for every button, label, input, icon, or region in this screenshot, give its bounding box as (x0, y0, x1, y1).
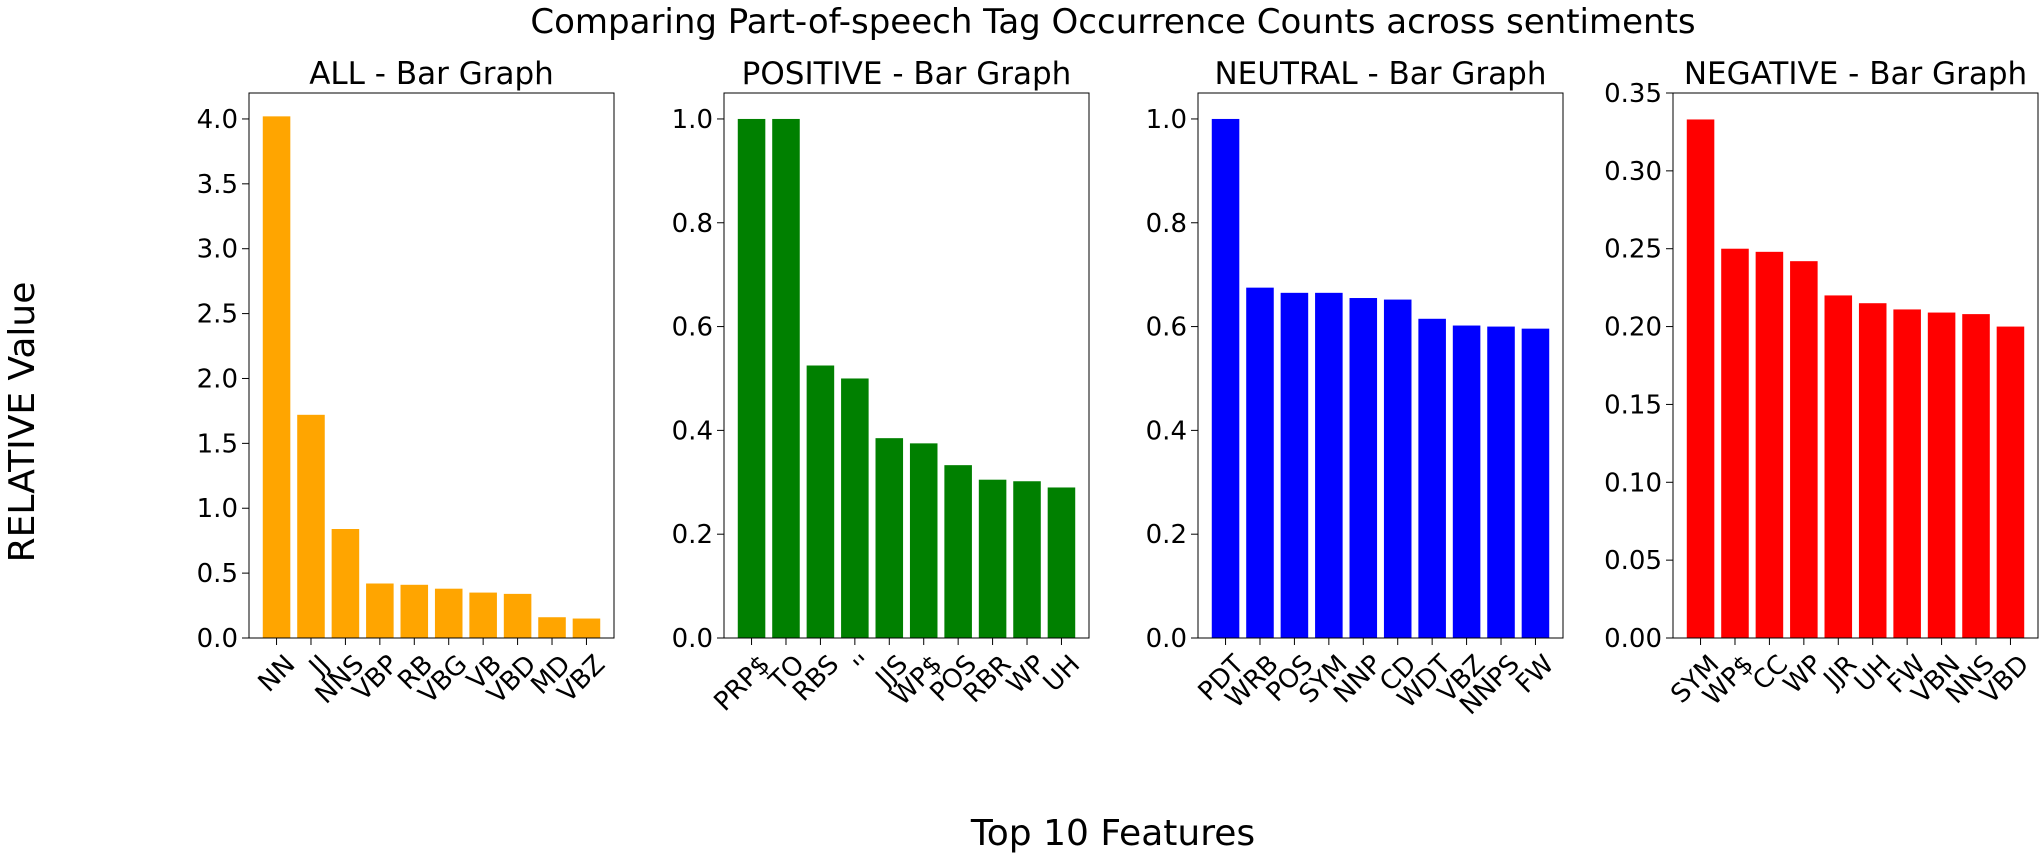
y-tick-label: 0.30 (1604, 157, 1662, 187)
bar-FW (1893, 309, 1921, 638)
y-axis-label: RELATIVE Value (2, 282, 43, 563)
bar-POS (1280, 292, 1309, 638)
y-tick-label: 2.0 (197, 364, 238, 394)
subplot-title: ALL - Bar Graph (309, 56, 554, 92)
bar-VBN (1927, 312, 1956, 638)
y-tick-label: 0.4 (1146, 416, 1187, 446)
y-tick-label: 1.0 (197, 494, 238, 524)
bar-TO (772, 118, 800, 638)
y-tick-label: 1.0 (672, 105, 713, 135)
y-tick-label: 0.20 (1604, 313, 1662, 343)
bar-VBD (503, 593, 532, 638)
bar-WP$ (1721, 248, 1749, 638)
y-tick-label: 0.8 (672, 209, 713, 239)
bar-WRB (1246, 287, 1274, 638)
y-tick-label: 0.0 (197, 624, 238, 654)
bar-NN (262, 116, 291, 639)
bar-MD (538, 617, 566, 638)
y-tick-label: 0.6 (672, 313, 713, 343)
bar-WP (1790, 261, 1818, 638)
bar-WP (1013, 481, 1041, 638)
y-tick-label: 3.0 (197, 235, 238, 265)
y-tick-label: 0.05 (1604, 546, 1662, 576)
bar-VB (469, 592, 497, 638)
bar-NNPS (1487, 326, 1515, 638)
y-tick-label: 2.5 (197, 300, 238, 330)
subplot-title: NEGATIVE - Bar Graph (1684, 56, 2027, 92)
y-tick-label: 0.5 (197, 559, 238, 589)
y-tick-label: 1.5 (197, 429, 238, 459)
y-tick-label: 0.35 (1604, 79, 1662, 109)
bar-NNS (1962, 314, 1990, 638)
bar-NNS (331, 529, 360, 638)
bar-'' (841, 378, 869, 638)
y-tick-label: 0.0 (672, 624, 713, 654)
bar-WP$ (909, 443, 938, 638)
bar-RBS (806, 365, 835, 638)
bar-VBD (1996, 326, 2025, 638)
x-tick-label: PRP$ (708, 650, 776, 718)
x-tick-label: NN (253, 650, 302, 699)
bar-FW (1521, 328, 1550, 638)
bar-JJ (297, 414, 325, 638)
figure-title: Comparing Part-of-speech Tag Occurrence … (530, 2, 1695, 42)
bar-JJS (875, 438, 904, 638)
bar-SYM (1315, 292, 1343, 638)
bar-VBZ (572, 618, 601, 638)
subplot-title: NEUTRAL - Bar Graph (1214, 56, 1546, 92)
bar-VBZ (1452, 325, 1481, 638)
bar-VBG (434, 588, 463, 638)
subplot-title: POSITIVE - Bar Graph (742, 56, 1072, 92)
bar-CC (1755, 251, 1784, 639)
subplots: 0.00.51.01.52.02.53.03.54.0NN JJNNSVBPRBV… (197, 56, 2039, 721)
y-tick-label: 1.0 (1146, 105, 1187, 135)
bar-WDT (1418, 318, 1446, 638)
x-tick-label: UH (1038, 650, 1087, 699)
y-tick-label: 0.6 (1146, 313, 1187, 343)
bar-JJR (1824, 295, 1853, 638)
y-tick-label: 0.2 (672, 520, 713, 550)
plot-frame (248, 92, 615, 639)
y-tick-label: 0.2 (1146, 520, 1187, 550)
bar-RB (400, 584, 429, 638)
bar-RBR (978, 479, 1007, 638)
bar-VBP (366, 583, 394, 638)
y-tick-label: 0.00 (1604, 624, 1662, 654)
plot-frame (1197, 92, 1564, 639)
bar-UH (1047, 487, 1076, 638)
subplot-neutral: 0.00.20.40.60.81.0PDTWRBPOSSYMNNPCDWDTVB… (1146, 56, 1564, 721)
x-axis-label: Top 10 Features (970, 813, 1255, 854)
y-tick-label: 0.10 (1604, 468, 1662, 498)
subplot-negative: 0.000.050.100.150.200.250.300.35SYMWP$CC… (1604, 56, 2039, 712)
bar-NNP (1349, 298, 1378, 638)
y-tick-label: 0.15 (1604, 390, 1662, 420)
bar-PDT (1211, 118, 1240, 638)
y-tick-label: 0.25 (1604, 235, 1662, 265)
y-tick-label: 3.5 (197, 170, 238, 200)
plot-frame (723, 92, 1090, 639)
y-tick-label: 4.0 (197, 105, 238, 135)
y-tick-label: 0.8 (1146, 209, 1187, 239)
bar-POS (944, 465, 972, 638)
bar-PRP$ (737, 118, 766, 638)
y-tick-label: 0.4 (672, 416, 713, 446)
bar-SYM (1686, 119, 1715, 638)
subplot-all: 0.00.51.01.52.02.53.03.54.0NN JJNNSVBPRBV… (197, 56, 615, 710)
x-tick-label: FW (1510, 650, 1560, 700)
y-tick-label: 0.0 (1146, 624, 1187, 654)
bar-UH (1858, 303, 1887, 638)
plot-frame (1672, 92, 2039, 639)
bar-CD (1383, 299, 1412, 638)
